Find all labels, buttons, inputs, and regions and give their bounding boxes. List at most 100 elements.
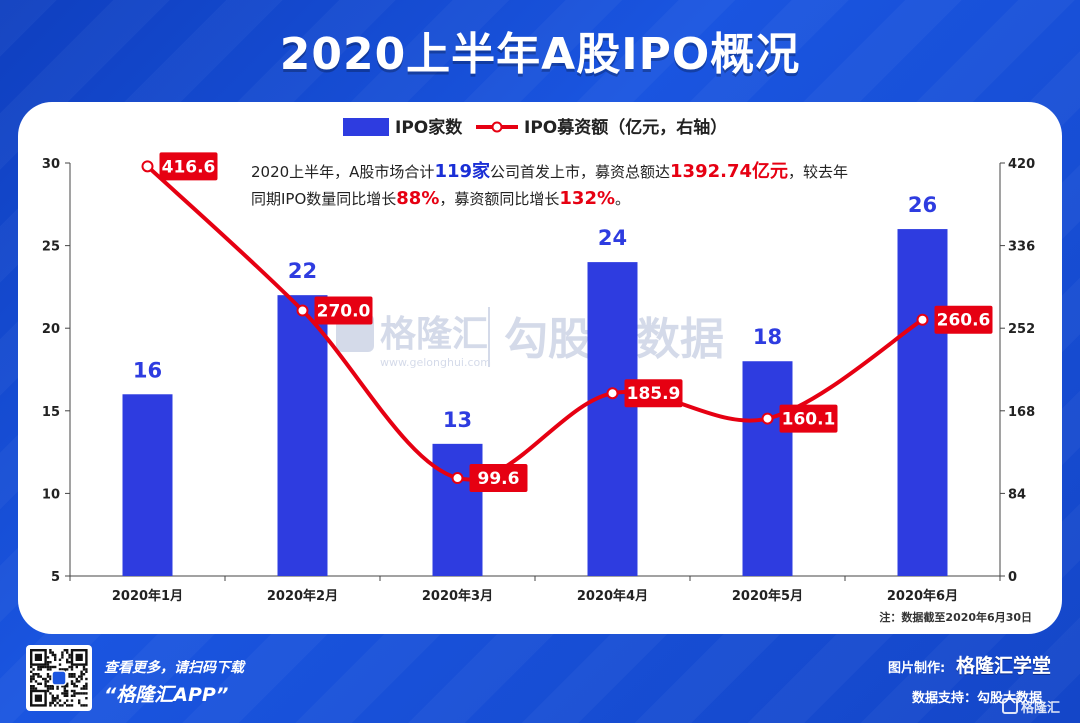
qr-module — [73, 675, 76, 678]
bar — [432, 443, 483, 576]
bar-value-label: 16 — [133, 358, 162, 382]
qr-module — [51, 697, 54, 700]
legend-bar-label: IPO家数 — [395, 117, 463, 138]
bar-value-label: 18 — [753, 325, 782, 349]
line-value-text: 260.6 — [937, 311, 991, 331]
qr-module — [63, 649, 66, 652]
qr-module — [46, 656, 50, 659]
qr-module — [63, 668, 66, 671]
y-tick-label-right: 336 — [1008, 240, 1035, 255]
qr-module — [66, 682, 69, 685]
line-point — [916, 313, 929, 326]
qr-module — [68, 653, 71, 657]
qr-module — [39, 665, 42, 669]
qr-module — [49, 661, 52, 664]
qr-module — [51, 651, 54, 654]
qr-module — [37, 682, 40, 685]
qr-module — [46, 673, 50, 676]
qr-module — [80, 673, 83, 676]
qr-module — [51, 685, 54, 688]
line-value-text: 185.9 — [627, 384, 681, 404]
qr-module — [61, 704, 64, 707]
qr-module — [66, 694, 69, 697]
qr-module — [51, 653, 54, 657]
qr-module — [80, 675, 83, 678]
line-value-label: 99.6 — [469, 464, 528, 493]
x-tick-label: 2020年2月 — [267, 588, 338, 604]
qr-module — [82, 692, 86, 695]
y-tick-label-left: 10 — [42, 487, 60, 502]
qr-module — [54, 704, 57, 707]
qr-module — [78, 699, 81, 702]
line-value-label: 260.6 — [934, 305, 993, 334]
line-value-box — [934, 305, 993, 334]
qr-module — [49, 685, 52, 688]
summary-highlight-count: 119家 — [434, 160, 491, 182]
line-value-box — [314, 296, 373, 325]
amount-line — [146, 164, 924, 482]
data-labels: 16 22 13 24 18 26 416.6 270.0 99.6 185.9 160.1 260.… — [133, 152, 993, 493]
qr-module — [66, 689, 69, 693]
bar-value-label: 13 — [443, 408, 472, 432]
qr-module — [68, 704, 71, 707]
qr-module — [49, 704, 52, 707]
qr-module — [44, 682, 47, 685]
qr-module — [30, 685, 33, 688]
qr-module — [39, 668, 42, 671]
page-title: 2020上半年A股IPO概况 — [279, 29, 801, 80]
y-tick-label-right: 84 — [1008, 487, 1026, 502]
line-value-label: 416.6 — [159, 152, 218, 181]
qr-module — [85, 670, 88, 673]
qr-module — [37, 665, 40, 669]
qr-module — [70, 673, 74, 676]
qr-module — [68, 661, 71, 664]
y-tick-label-right: 0 — [1008, 570, 1017, 585]
qr-module — [61, 651, 64, 654]
line-value-box — [159, 152, 218, 181]
line-value-box — [624, 379, 683, 408]
line-point — [296, 304, 309, 317]
qr-module — [70, 668, 74, 671]
line-value-text: 416.6 — [162, 157, 216, 177]
qr-module — [54, 656, 57, 659]
qr-module — [75, 677, 78, 681]
qr-module — [78, 692, 81, 695]
x-tick-label: 2020年5月 — [732, 588, 803, 604]
qr-module — [68, 665, 71, 669]
qr-module — [78, 701, 81, 705]
data-support: 数据支持：勾股大数据 — [912, 691, 1043, 706]
qr-module — [30, 687, 33, 690]
summary-highlight-amount: 1392.74亿元 — [670, 160, 788, 182]
qr-module — [32, 675, 35, 678]
qr-module — [75, 665, 78, 669]
qr-finder-core — [75, 653, 83, 661]
qr-finder-core — [34, 694, 42, 702]
qr-module — [54, 658, 57, 661]
qr-module — [51, 701, 54, 705]
qr-module — [75, 680, 78, 683]
qr-module — [78, 680, 81, 683]
qr-module — [32, 668, 35, 671]
qr-module — [39, 675, 42, 678]
x-tick-label: 2020年4月 — [577, 588, 648, 604]
qr-logo-icon — [51, 670, 67, 686]
qr-module — [63, 687, 66, 690]
qr-code-icon — [30, 649, 88, 707]
qr-module — [61, 653, 64, 657]
chart-panel: 格隆汇 www.gelonghui.com 勾股大数据 IPO家数 IPO募资额… — [18, 102, 1062, 634]
y-tick-label-right: 252 — [1008, 322, 1035, 337]
qr-module — [46, 665, 50, 669]
qr-module — [54, 699, 57, 702]
qr-module — [70, 675, 74, 678]
qr-module — [66, 699, 69, 702]
qr-module — [32, 677, 35, 681]
qr-module — [73, 689, 76, 693]
y-tick-label-left: 5 — [51, 570, 60, 585]
qr-module — [54, 697, 57, 700]
chart: 格隆汇 www.gelonghui.com 勾股大数据 IPO家数 IPO募资额… — [42, 117, 1035, 624]
bars — [122, 229, 948, 576]
qr-module — [70, 682, 74, 685]
qr-module — [85, 704, 88, 707]
qr-code[interactable] — [26, 645, 92, 711]
line-value-text: 99.6 — [478, 469, 520, 489]
